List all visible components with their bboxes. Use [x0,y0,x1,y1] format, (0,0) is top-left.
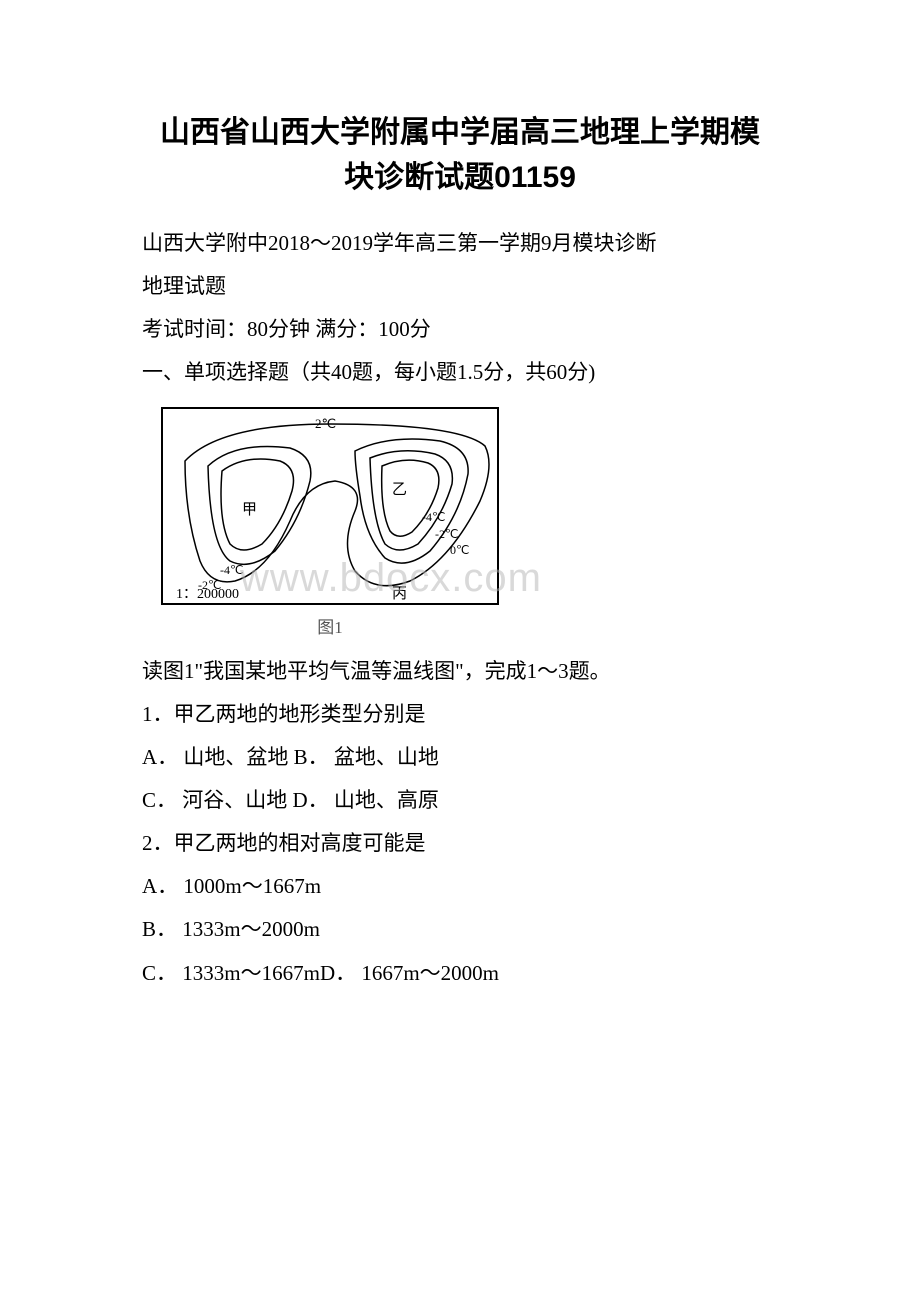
q2-options-cd: C． 1333m～1667mD． 1667m～2000m [100,952,820,995]
scale-label: 1：200000 [176,587,239,602]
intro-line-2: 地理试题 [100,265,820,308]
point-jia-label: 甲 [242,502,257,518]
q2-opt-b: B． 1333m～2000m [100,908,820,951]
figure-1: 甲 乙 2℃ -4℃ -2℃ 0℃ -4℃ -2℃ 1：200000 丙 图1 [160,406,500,638]
intro-line-4: 一、单项选择题（共40题，每小题1.5分，共60分) [100,351,820,394]
q2-opt-c: C． 1333m～1667m [142,961,320,985]
q2-opt-d: D． 1667m～2000m [320,961,499,985]
title-line-1: 山西省山西大学附属中学届高三地理上学期模 [160,116,760,149]
q2-opt-a: A． 1000m～1667m [100,865,820,908]
intro-line-1: 山西大学附中2018～2019学年高三第一学期9月模块诊断 [100,222,820,265]
passage-prompt: 读图1"我国某地平均气温等温线图"，完成1～3题。 [100,650,820,693]
iso-top-2c: 2℃ [315,416,336,431]
iso-neg2c-1: -2℃ [435,527,458,541]
q1-options-ab: A． 山地、盆地 B． 盆地、山地 [100,736,820,779]
q1-opt-b: B． 盆地、山地 [294,745,439,769]
q2-stem: 2．甲乙两地的相对高度可能是 [100,822,820,865]
q1-opt-d: D． 山地、高原 [293,788,439,812]
isotherm-map-svg: 甲 乙 2℃ -4℃ -2℃ 0℃ -4℃ -2℃ 1：200000 丙 [160,406,500,606]
title-line-2: 块诊断试题01159 [344,161,576,194]
intro-line-3: 考试时间：80分钟 满分：100分 [100,308,820,351]
q1-stem: 1．甲乙两地的地形类型分别是 [100,693,820,736]
point-bing-label: 丙 [392,586,407,602]
figure-caption: 图1 [160,613,500,638]
q1-opt-c: C． 河谷、山地 [142,788,287,812]
point-yi-label: 乙 [392,482,407,498]
iso-neg4c-2: -4℃ [220,563,243,577]
q1-opt-a: A． 山地、盆地 [142,745,288,769]
q1-options-cd: C． 河谷、山地 D． 山地、高原 [100,779,820,822]
document-title: 山西省山西大学附属中学届高三地理上学期模 块诊断试题01159 [100,110,820,200]
iso-neg4c-1: -4℃ [422,510,445,524]
iso-0c: 0℃ [450,543,469,557]
